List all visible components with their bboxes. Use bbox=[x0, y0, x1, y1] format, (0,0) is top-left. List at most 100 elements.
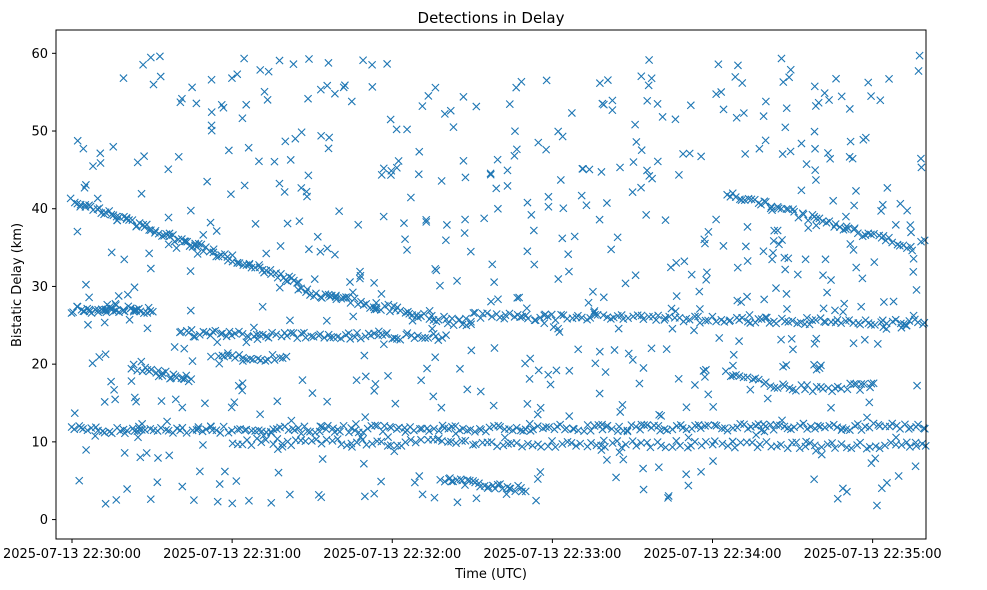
data-point bbox=[585, 165, 594, 174]
data-point bbox=[289, 329, 298, 338]
data-point bbox=[95, 352, 104, 361]
data-point bbox=[839, 307, 848, 316]
data-point bbox=[732, 113, 741, 122]
data-point bbox=[487, 438, 496, 447]
data-point bbox=[810, 127, 819, 136]
data-point bbox=[655, 410, 664, 419]
data-point bbox=[238, 379, 247, 388]
data-point bbox=[75, 476, 84, 485]
data-point bbox=[203, 177, 212, 186]
data-point bbox=[658, 112, 667, 121]
data-point bbox=[702, 268, 711, 277]
data-point bbox=[782, 205, 791, 214]
data-point bbox=[403, 329, 412, 338]
data-point bbox=[166, 374, 174, 383]
x-tick-label: 2025-07-13 22:35:00 bbox=[804, 547, 942, 562]
data-point bbox=[238, 356, 247, 365]
data-point bbox=[171, 395, 180, 404]
data-point bbox=[377, 289, 386, 298]
data-point bbox=[773, 226, 782, 235]
data-point bbox=[772, 284, 780, 293]
data-point bbox=[219, 422, 228, 431]
y-tick-label: 0 bbox=[40, 513, 48, 528]
data-point bbox=[284, 426, 293, 435]
data-point bbox=[873, 339, 882, 348]
data-point bbox=[719, 105, 728, 114]
data-point bbox=[728, 361, 737, 370]
data-point bbox=[340, 81, 349, 90]
data-point bbox=[207, 108, 216, 117]
data-point bbox=[736, 438, 745, 447]
data-point bbox=[537, 442, 545, 451]
data-point bbox=[542, 145, 551, 154]
data-point bbox=[628, 355, 637, 364]
data-point bbox=[469, 440, 478, 449]
data-point bbox=[628, 437, 637, 446]
data-point bbox=[200, 399, 209, 408]
data-point bbox=[786, 65, 795, 74]
data-point bbox=[437, 176, 446, 185]
data-point bbox=[894, 472, 903, 480]
data-point bbox=[227, 74, 236, 83]
data-point bbox=[628, 188, 637, 197]
data-point bbox=[914, 66, 923, 75]
data-point bbox=[156, 72, 165, 81]
data-point bbox=[835, 223, 844, 232]
data-point bbox=[372, 303, 381, 312]
data-point bbox=[317, 439, 326, 448]
data-point bbox=[632, 137, 641, 146]
data-point bbox=[810, 82, 819, 91]
data-point bbox=[461, 436, 470, 445]
data-point bbox=[547, 310, 556, 319]
data-point bbox=[837, 440, 846, 449]
data-point bbox=[307, 436, 316, 445]
data-point bbox=[232, 477, 241, 486]
data-point bbox=[639, 315, 648, 324]
data-point bbox=[215, 359, 224, 368]
data-point bbox=[335, 207, 344, 216]
data-point bbox=[672, 258, 681, 267]
data-point bbox=[757, 315, 766, 324]
data-point bbox=[275, 283, 284, 292]
data-point bbox=[762, 313, 771, 322]
data-point bbox=[153, 453, 162, 462]
data-point bbox=[799, 210, 808, 219]
data-point bbox=[715, 333, 724, 342]
data-point bbox=[461, 173, 470, 182]
data-point bbox=[270, 355, 279, 364]
data-point bbox=[429, 424, 438, 433]
data-point bbox=[664, 491, 673, 500]
data-point bbox=[812, 334, 821, 343]
data-point bbox=[260, 87, 269, 96]
data-point bbox=[733, 61, 742, 70]
data-point bbox=[254, 157, 263, 166]
data-point bbox=[463, 426, 472, 435]
data-point bbox=[599, 293, 608, 302]
data-point bbox=[194, 425, 203, 434]
data-point bbox=[614, 324, 623, 333]
data-point bbox=[888, 238, 897, 247]
data-point bbox=[442, 331, 451, 340]
data-point bbox=[837, 92, 846, 101]
data-point bbox=[276, 269, 285, 278]
data-point bbox=[120, 255, 129, 264]
data-point bbox=[123, 290, 132, 299]
data-point bbox=[842, 487, 851, 496]
data-point bbox=[783, 444, 792, 453]
data-point bbox=[639, 485, 648, 494]
data-point bbox=[431, 353, 440, 362]
data-point bbox=[690, 326, 699, 335]
data-point bbox=[503, 181, 512, 190]
data-point bbox=[129, 306, 138, 315]
data-point bbox=[83, 320, 92, 329]
data-point bbox=[222, 332, 231, 341]
data-point bbox=[712, 317, 721, 326]
data-point bbox=[212, 426, 221, 435]
data-point bbox=[569, 425, 578, 434]
data-point bbox=[422, 215, 431, 224]
data-point bbox=[312, 435, 321, 444]
data-point bbox=[417, 376, 426, 385]
data-point bbox=[695, 287, 704, 296]
data-point bbox=[431, 332, 440, 341]
data-point bbox=[701, 365, 710, 374]
